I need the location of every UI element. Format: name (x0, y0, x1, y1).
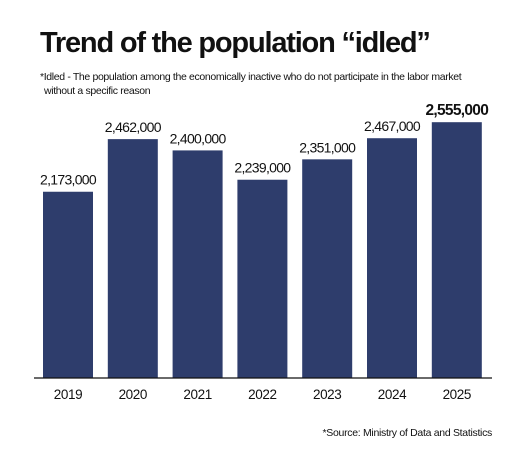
bar-2023 (302, 159, 353, 378)
x-tick-label-2023: 2023 (313, 387, 341, 402)
source-note: *Source: Ministry of Data and Statistics (322, 427, 493, 439)
data-label-2020: 2,462,000 (105, 119, 162, 135)
data-label-2023: 2,351,000 (299, 139, 356, 155)
x-tick-label-2019: 2019 (54, 387, 82, 402)
bar-2024 (367, 138, 417, 378)
footnote-line-1: *Idled - The population among the econom… (40, 71, 462, 83)
data-label-2024: 2,467,000 (364, 118, 421, 134)
bar-2020 (107, 139, 158, 378)
x-tick-label-2021: 2021 (183, 387, 211, 402)
bar-2025 (431, 122, 482, 378)
chart-title: Trend of the population “idled” (40, 27, 431, 59)
bar-2019 (43, 191, 93, 378)
data-label-2022: 2,239,000 (234, 160, 291, 176)
x-tick-label-2020: 2020 (119, 387, 147, 402)
bar-2022 (237, 179, 288, 378)
data-label-2025: 2,555,000 (425, 102, 488, 119)
x-tick-label-2025: 2025 (443, 387, 471, 402)
footnote-line-2: without a specific reason (44, 85, 151, 97)
x-tick-label-2024: 2024 (378, 387, 407, 402)
x-tick-label-2022: 2022 (248, 387, 276, 402)
data-label-2019: 2,173,000 (40, 172, 97, 188)
bar-2021 (172, 150, 223, 378)
data-label-2021: 2,400,000 (170, 130, 227, 146)
footnote: *Idled - The population among the econom… (40, 70, 480, 98)
